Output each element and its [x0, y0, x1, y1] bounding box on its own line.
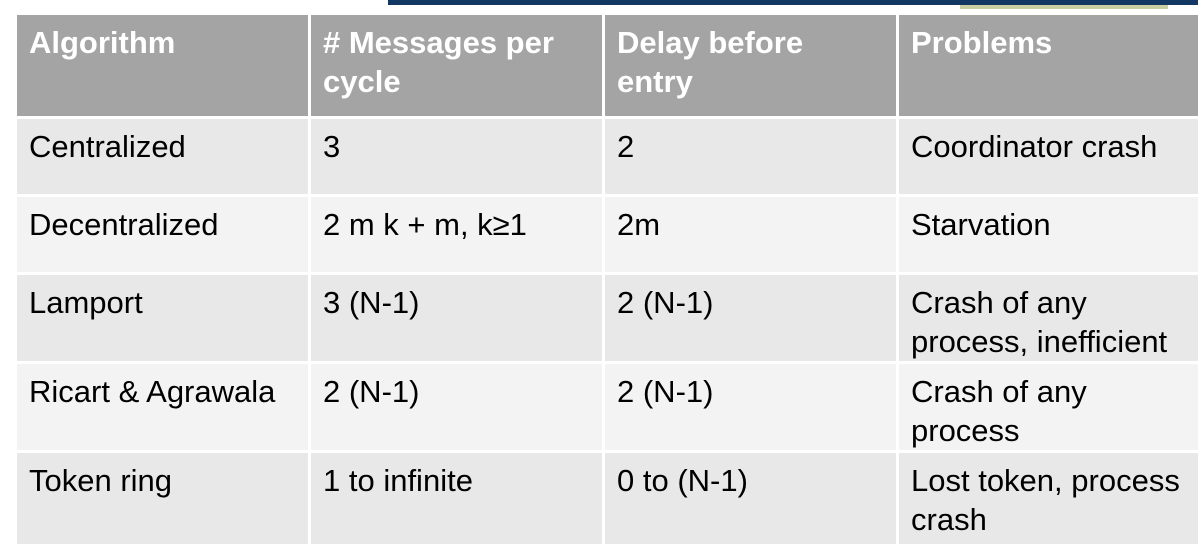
cell-problems: Coordinator crash — [896, 116, 1198, 197]
table-row: Token ring 1 to infinite 0 to (N-1) Lost… — [14, 450, 1198, 547]
header-messages-per-cycle: # Messages per cycle — [308, 12, 605, 119]
cell-delay: 2 (N-1) — [602, 361, 899, 453]
table-row: Ricart & Agrawala 2 (N-1) 2 (N-1) Crash … — [14, 361, 1198, 453]
cell-algorithm: Token ring — [14, 450, 311, 547]
cell-problems: Crash of any process, inefficient — [896, 272, 1198, 364]
slide-top-bar — [388, 0, 1198, 5]
cell-problems: Lost token, process crash — [896, 450, 1198, 547]
cell-messages: 3 (N-1) — [308, 272, 605, 364]
header-algorithm: Algorithm — [14, 12, 311, 119]
cell-algorithm: Decentralized — [14, 194, 311, 275]
cell-problems: Starvation — [896, 194, 1198, 275]
cell-messages: 2 m k + m, k≥1 — [308, 194, 605, 275]
mutual-exclusion-comparison-table: Algorithm # Messages per cycle Delay bef… — [14, 12, 1198, 547]
cell-algorithm: Lamport — [14, 272, 311, 364]
table-row: Lamport 3 (N-1) 2 (N-1) Crash of any pro… — [14, 272, 1198, 364]
table-header-row: Algorithm # Messages per cycle Delay bef… — [14, 12, 1198, 119]
cell-problems: Crash of any process — [896, 361, 1198, 453]
cell-algorithm: Ricart & Agrawala — [14, 361, 311, 453]
cell-messages: 2 (N-1) — [308, 361, 605, 453]
cell-delay: 2m — [602, 194, 899, 275]
header-delay-before-entry: Delay before entry — [602, 12, 899, 119]
table-row: Decentralized 2 m k + m, k≥1 2m Starvati… — [14, 194, 1198, 275]
cell-messages: 1 to infinite — [308, 450, 605, 547]
cell-delay: 0 to (N-1) — [602, 450, 899, 547]
cell-messages: 3 — [308, 116, 605, 197]
slide-top-accent — [960, 5, 1168, 9]
table-row: Centralized 3 2 Coordinator crash — [14, 116, 1198, 197]
cell-delay: 2 (N-1) — [602, 272, 899, 364]
cell-delay: 2 — [602, 116, 899, 197]
header-problems: Problems — [896, 12, 1198, 119]
cell-algorithm: Centralized — [14, 116, 311, 197]
